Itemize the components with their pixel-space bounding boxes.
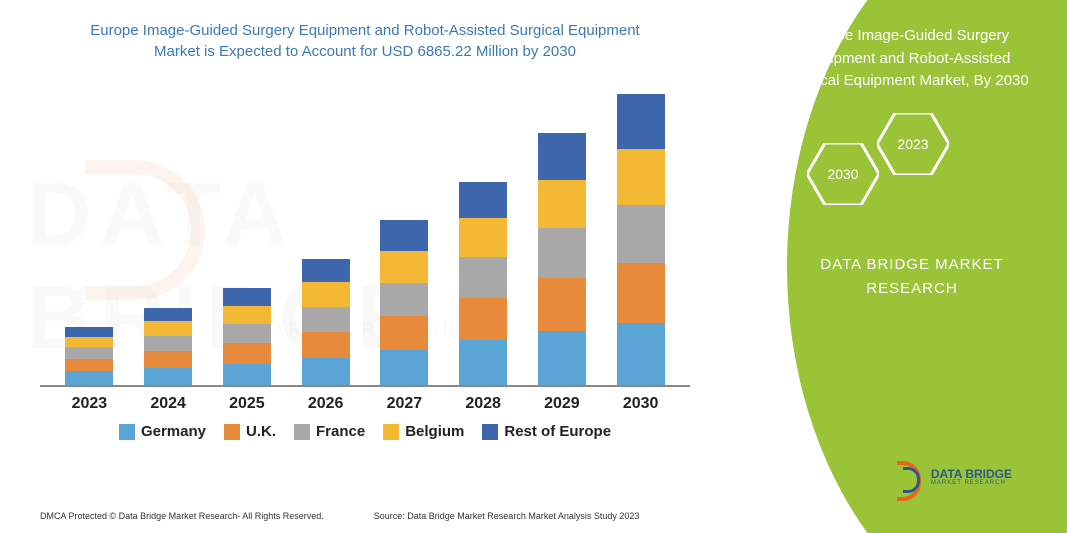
brand-heading: DATA BRIDGE MARKET RESEARCH [727,253,1067,301]
bar-segment [459,257,507,298]
bar-segment [459,218,507,257]
bar-segment [617,205,665,263]
panel-title: Europe Image-Guided Surgery Equipment an… [727,0,1067,93]
legend-swatch [119,424,135,440]
bar-segment [223,343,271,363]
legend-item: Belgium [383,423,464,440]
bar-segment [459,340,507,385]
hexagon-2023: 2023 [877,113,949,175]
bar-group [59,327,119,385]
bar-segment [302,358,350,385]
x-axis-label: 2029 [532,395,592,413]
footer-notices: DMCA Protected © Data Bridge Market Rese… [40,511,639,521]
hex-label: 2030 [827,166,858,182]
chart-container: Europe Image-Guided Surgery Equipment an… [40,20,690,480]
hexagon-group: 2030 2023 [727,103,1067,223]
x-axis-label: 2028 [453,395,513,413]
bar-segment [617,94,665,148]
bar-stack [459,182,507,385]
legend-label: U.K. [246,423,276,440]
bars-plot-area [40,77,690,387]
bar-group [532,133,592,385]
bar-segment [617,149,665,205]
chart-title: Europe Image-Guided Surgery Equipment an… [40,20,690,62]
bar-segment [538,180,586,228]
legend-swatch [482,424,498,440]
legend-item: France [294,423,365,440]
x-axis-label: 2030 [611,395,671,413]
legend-item: U.K. [224,423,276,440]
legend-swatch [294,424,310,440]
bar-segment [144,336,192,352]
bar-segment [223,288,271,305]
bar-segment [302,282,350,306]
bar-segment [617,263,665,323]
bar-segment [459,298,507,341]
bar-stack [617,94,665,385]
x-axis-label: 2026 [296,395,356,413]
legend-label: Germany [141,423,206,440]
bar-segment [302,259,350,282]
bar-stack [65,327,113,385]
bar-segment [144,351,192,367]
bar-segment [223,306,271,324]
bar-segment [223,324,271,343]
bar-stack [223,288,271,385]
bar-segment [459,182,507,219]
bar-segment [65,371,113,385]
bar-segment [144,308,192,322]
bar-segment [380,283,428,316]
logo-mark-icon [897,461,925,493]
legend-label: Rest of Europe [504,423,611,440]
legend-item: Germany [119,423,206,440]
right-info-panel: Europe Image-Guided Surgery Equipment an… [727,0,1067,533]
bar-segment [302,332,350,358]
hexagon-2030: 2030 [807,143,879,205]
bar-segment [380,251,428,283]
x-axis-label: 2025 [217,395,277,413]
legend-swatch [224,424,240,440]
legend-label: France [316,423,365,440]
x-axis-label: 2027 [374,395,434,413]
bar-stack [302,259,350,385]
bar-segment [302,307,350,332]
source-text: Source: Data Bridge Market Research Mark… [374,511,640,521]
x-axis-labels: 2023 2024 2025 2026 2027 2028 2029 2030 [40,387,690,413]
legend-swatch [383,424,399,440]
x-axis-label: 2024 [138,395,198,413]
bar-segment [380,350,428,385]
bar-segment [223,364,271,385]
bar-stack [380,220,428,385]
bar-group [374,220,434,385]
bar-segment [538,278,586,330]
legend-item: Rest of Europe [482,423,611,440]
bar-group [611,94,671,385]
bar-group [138,308,198,386]
bar-segment [65,337,113,348]
bar-segment [380,316,428,350]
x-axis-label: 2023 [59,395,119,413]
bar-group [217,288,277,385]
bar-group [296,259,356,385]
data-bridge-logo: DATA BRIDGE MARKET RESEARCH [897,461,1012,493]
legend-label: Belgium [405,423,464,440]
bar-segment [144,321,192,336]
bar-segment [144,368,192,385]
bar-segment [65,327,113,337]
bar-segment [617,323,665,385]
bar-stack [144,308,192,386]
bar-stack [538,133,586,385]
bar-segment [380,220,428,251]
bar-segment [65,347,113,359]
bar-segment [65,359,113,372]
logo-text: DATA BRIDGE MARKET RESEARCH [931,468,1012,486]
bar-segment [538,331,586,385]
chart-legend: Germany U.K. France Belgium Rest of Europe [40,423,690,440]
copyright-text: DMCA Protected © Data Bridge Market Rese… [40,511,324,521]
bar-segment [538,228,586,278]
hex-label: 2023 [897,136,928,152]
bar-segment [538,133,586,180]
bar-group [453,182,513,385]
